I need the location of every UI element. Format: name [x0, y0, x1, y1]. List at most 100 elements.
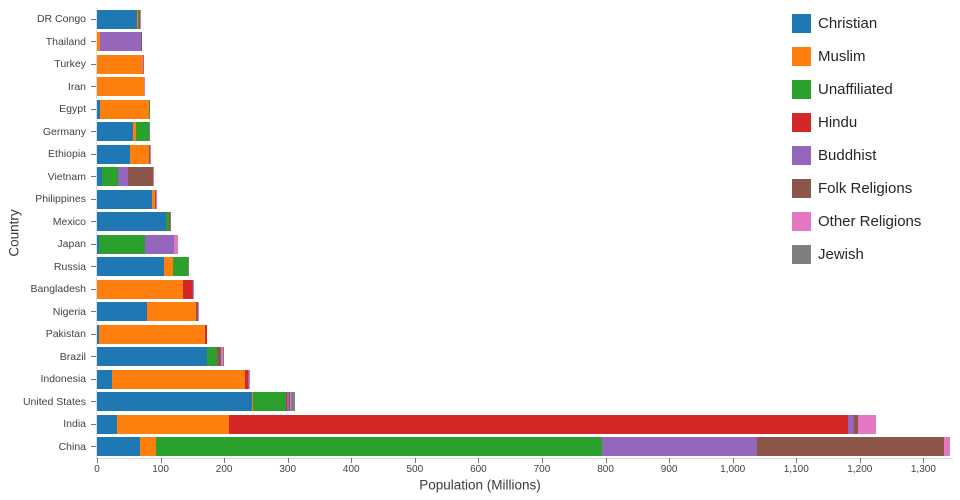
- bar-segment: [142, 54, 144, 74]
- legend-item[interactable]: Folk Religions: [792, 178, 921, 198]
- bar-segment: [149, 122, 150, 142]
- y-tick-label: Nigeria: [52, 305, 86, 318]
- legend-item[interactable]: Jewish: [792, 244, 921, 264]
- bar-segment: [207, 347, 218, 367]
- bar-segment: [151, 189, 156, 209]
- y-tick-label: Vietnam: [47, 170, 86, 183]
- bar-segment: [163, 257, 173, 277]
- legend-item[interactable]: Buddhist: [792, 145, 921, 165]
- bar-segment: [150, 144, 151, 164]
- legend-item[interactable]: Hindu: [792, 112, 921, 132]
- y-tick-label: Iran: [67, 80, 86, 93]
- y-tick-label: Brazil: [59, 350, 86, 363]
- x-tick-label: 600: [470, 464, 487, 475]
- y-tick-label: Germany: [42, 125, 86, 138]
- x-tick-label: 800: [597, 464, 614, 475]
- legend-swatch-icon: [792, 244, 811, 264]
- y-tick-mark: [91, 401, 96, 403]
- bar-segment: [290, 392, 292, 412]
- bar-segment: [143, 54, 144, 74]
- x-tick-mark: [732, 458, 734, 463]
- legend: Christian Muslim Unaffiliated Hindu Buddhist…: [792, 13, 921, 264]
- y-tick-label: United States: [22, 395, 86, 408]
- bar-segment: [155, 189, 157, 209]
- legend-item[interactable]: Christian: [792, 13, 921, 33]
- bar-segment: [97, 77, 144, 97]
- y-tick-mark: [91, 198, 96, 200]
- bar-segment: [98, 324, 206, 344]
- bar-segment: [97, 257, 164, 277]
- x-tick-label: 1,100: [783, 464, 809, 475]
- bar-segment: [97, 9, 138, 29]
- bar-segment: [137, 9, 139, 29]
- x-tick-mark: [923, 458, 925, 463]
- x-tick-mark: [287, 458, 289, 463]
- bar-segment: [857, 414, 876, 434]
- bar-segment: [152, 167, 154, 187]
- bar-segment: [183, 279, 192, 299]
- bar-segment: [285, 392, 287, 412]
- bar-segment: [97, 279, 98, 299]
- bar-segment: [192, 279, 193, 299]
- bar-segment: [156, 189, 157, 209]
- x-axis-spine: [96, 458, 953, 459]
- y-tick-mark: [91, 266, 96, 268]
- bar-segment: [196, 302, 198, 322]
- bar-segment: [140, 437, 157, 457]
- bar-segment: [195, 302, 197, 322]
- y-tick-mark: [91, 288, 96, 290]
- bar-segment: [97, 189, 152, 209]
- bar-segment: [165, 212, 170, 232]
- x-tick-mark: [160, 458, 162, 463]
- x-tick-label: 1,000: [720, 464, 746, 475]
- y-tick-mark: [91, 446, 96, 448]
- bar-segment: [854, 414, 858, 434]
- bar-segment: [601, 437, 757, 457]
- bar-segment: [146, 302, 196, 322]
- legend-item[interactable]: Unaffiliated: [792, 79, 921, 99]
- legend-item[interactable]: Other Religions: [792, 211, 921, 231]
- y-tick-mark: [91, 18, 96, 20]
- y-tick-label: Russia: [53, 260, 86, 273]
- x-tick-label: 0: [94, 464, 100, 475]
- y-tick-mark: [91, 356, 96, 358]
- bar-segment: [156, 437, 602, 457]
- bar-segment: [97, 369, 113, 389]
- x-tick-mark: [796, 458, 798, 463]
- legend-swatch-icon: [792, 211, 811, 231]
- bar-segment: [97, 414, 117, 434]
- bar-segment: [101, 167, 119, 187]
- legend-swatch-icon: [792, 178, 811, 198]
- x-tick-mark: [224, 458, 226, 463]
- bar-segment: [148, 144, 151, 164]
- bar-segment: [116, 414, 229, 434]
- legend-swatch-icon: [792, 46, 811, 66]
- bar-segment: [118, 167, 128, 187]
- bar-segment: [756, 437, 944, 457]
- bar-segment: [130, 144, 149, 164]
- y-tick-mark: [91, 221, 96, 223]
- y-tick-mark: [91, 63, 96, 65]
- bar-segment: [98, 234, 145, 254]
- bar-segment: [112, 369, 245, 389]
- bar-segment: [148, 144, 150, 164]
- legend-label: Other Religions: [818, 212, 922, 230]
- bar-segment: [99, 99, 149, 119]
- legend-label: Unaffiliated: [818, 80, 893, 98]
- bar-segment: [192, 279, 194, 299]
- bar-segment: [100, 32, 142, 52]
- bar-segment: [253, 392, 286, 412]
- y-tick-label: Mexico: [52, 215, 86, 228]
- bar-segment: [174, 234, 179, 254]
- bar-segment: [286, 392, 290, 412]
- y-tick-mark: [91, 41, 96, 43]
- bar-segment: [197, 302, 199, 322]
- y-axis-spine: [96, 8, 97, 458]
- bar-segment: [169, 212, 170, 232]
- bar-segment: [848, 414, 855, 434]
- y-tick-label: Philippines: [35, 193, 86, 206]
- bar-segment: [138, 9, 140, 29]
- legend-item[interactable]: Muslim: [792, 46, 921, 66]
- y-tick-mark: [91, 311, 96, 313]
- bar-segment: [249, 369, 250, 389]
